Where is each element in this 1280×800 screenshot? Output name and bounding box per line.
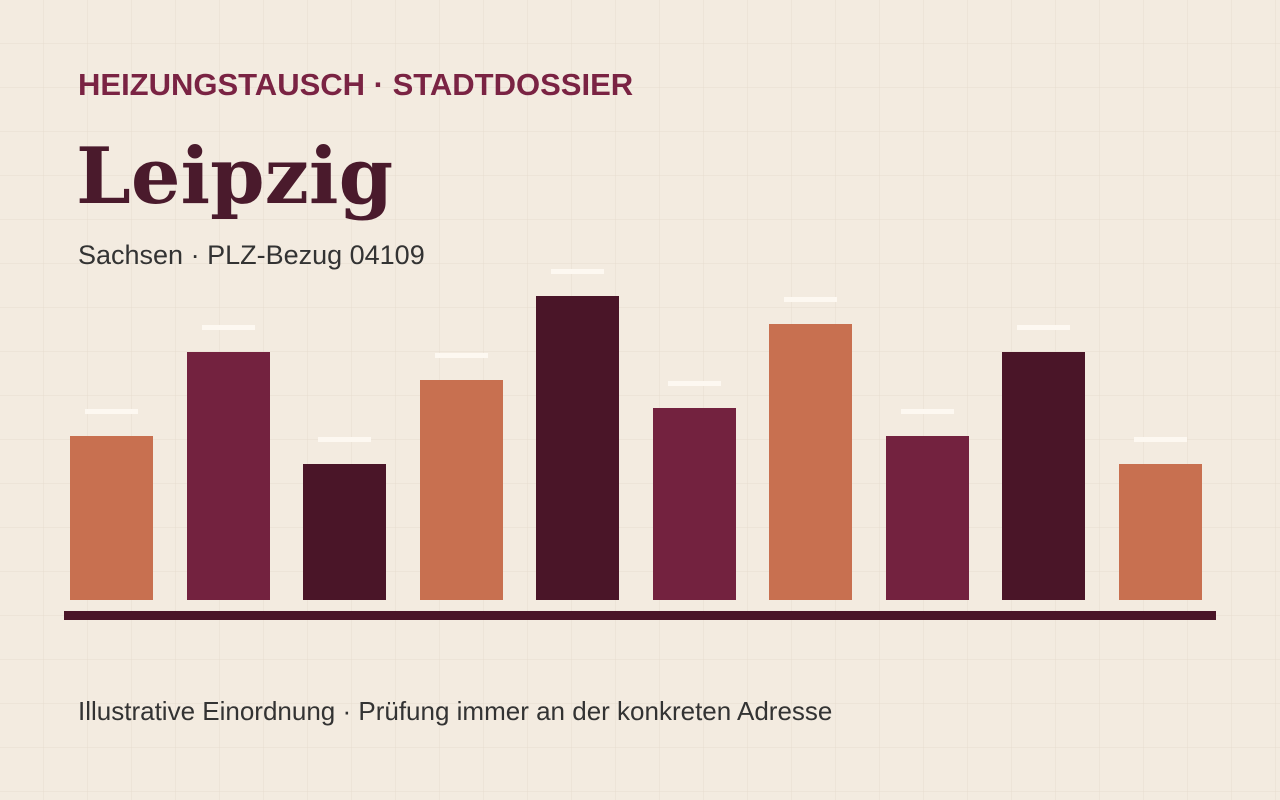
decorative-bars	[70, 296, 1202, 600]
cap	[668, 381, 721, 386]
bar	[70, 436, 153, 600]
title: Leipzig	[76, 131, 393, 222]
bar	[886, 436, 969, 600]
cap	[1134, 437, 1187, 442]
cap	[318, 437, 371, 442]
bar	[653, 408, 736, 600]
bar-caps	[85, 269, 1187, 442]
bar	[769, 324, 852, 600]
cap	[1017, 325, 1070, 330]
cap	[901, 409, 954, 414]
bar	[1002, 352, 1085, 600]
bar	[420, 380, 503, 600]
subtitle: Sachsen · PLZ-Bezug 04109	[78, 240, 425, 270]
footer-note: Illustrative Einordnung · Prüfung immer …	[78, 696, 832, 726]
cap	[784, 297, 837, 302]
bar	[187, 352, 270, 600]
cap	[435, 353, 488, 358]
bar	[1119, 464, 1202, 600]
cap	[202, 325, 255, 330]
baseline	[64, 611, 1216, 620]
cap	[551, 269, 604, 274]
bar	[303, 464, 386, 600]
cap	[85, 409, 138, 414]
kicker: HEIZUNGSTAUSCH · STADTDOSSIER	[78, 67, 633, 102]
bar	[536, 296, 619, 600]
